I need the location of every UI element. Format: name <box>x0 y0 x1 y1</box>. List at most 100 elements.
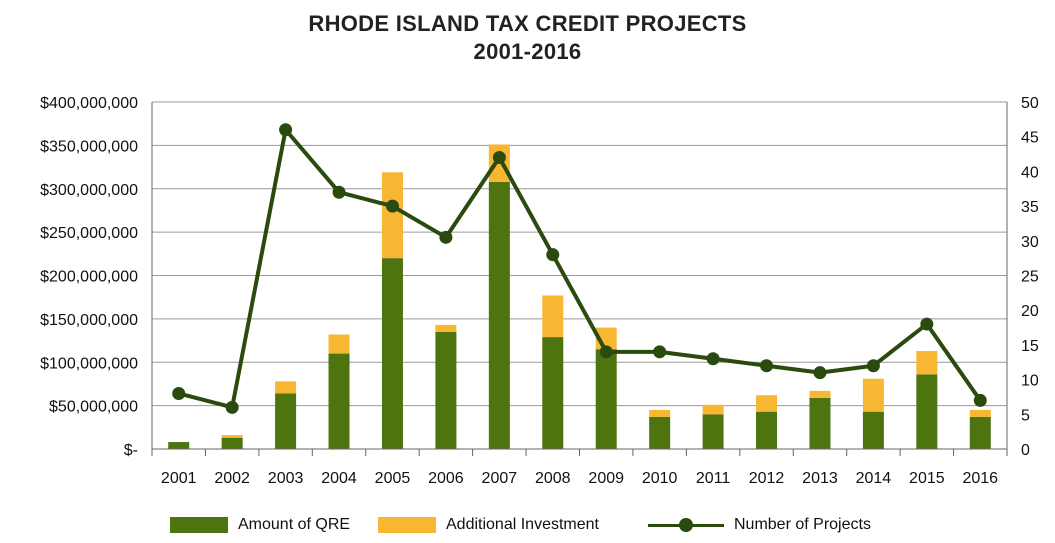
x-tick-label: 2009 <box>588 470 624 487</box>
bar-additional <box>649 409 671 417</box>
y-left-tick-label: $300,000,000 <box>40 182 138 199</box>
y-right-tick-label: 15 <box>1021 338 1039 355</box>
y-left-tick-label: $250,000,000 <box>40 225 138 242</box>
x-tick-label: 2003 <box>268 470 304 487</box>
projects-point <box>653 345 667 359</box>
y-right-tick-label: 50 <box>1021 95 1039 112</box>
projects-point <box>279 123 293 137</box>
bar-qre <box>809 397 831 449</box>
bar-qre <box>649 416 671 449</box>
projects-point <box>492 151 506 165</box>
projects-point <box>706 352 720 366</box>
bar-qre <box>542 337 564 449</box>
y-left-tick-label: $200,000,000 <box>40 269 138 286</box>
bar-additional <box>756 395 778 412</box>
bar-additional <box>328 334 350 354</box>
y-right-tick-label: 5 <box>1021 407 1030 424</box>
x-tick-label: 2008 <box>535 470 571 487</box>
bar-additional <box>916 350 938 375</box>
legend-label-projects: Number of Projects <box>734 516 871 533</box>
bar-qre <box>969 416 991 449</box>
bar-qre <box>435 331 457 449</box>
bars <box>168 144 991 449</box>
projects-point <box>866 359 880 373</box>
x-tick-label: 2014 <box>856 470 892 487</box>
bar-qre <box>488 181 510 449</box>
bar-additional <box>542 295 564 338</box>
chart-plot: $- $50,000,000 $100,000,000 $150,000,000 $20… <box>40 95 1039 487</box>
projects-point <box>920 317 934 331</box>
legend-item-qre: Amount of QRE <box>170 516 350 534</box>
x-tick-label: 2010 <box>642 470 678 487</box>
projects-point <box>225 400 239 414</box>
bar-additional <box>969 409 991 417</box>
bar-qre <box>328 353 350 449</box>
y-right-tick-label: 45 <box>1021 130 1039 147</box>
chart-title-line-1: RHODE ISLAND TAX CREDIT PROJECTS <box>308 11 747 36</box>
bar-qre <box>168 442 190 449</box>
y-right-tick-label: 40 <box>1021 164 1039 181</box>
y-right-tick-label: 0 <box>1021 442 1030 459</box>
y-left-tick-label: $350,000,000 <box>40 138 138 155</box>
x-tick-label: 2016 <box>962 470 998 487</box>
y-right-tick-label: 30 <box>1021 234 1039 251</box>
projects-line <box>172 123 987 414</box>
x-tick-label: 2005 <box>375 470 411 487</box>
bar-qre <box>756 411 778 449</box>
bar-qre <box>862 411 884 449</box>
x-tick-label: 2002 <box>214 470 250 487</box>
bar-qre <box>702 414 724 449</box>
projects-point <box>332 185 346 199</box>
x-tick-label: 2001 <box>161 470 197 487</box>
legend-line-projects <box>648 517 724 533</box>
bar-additional <box>275 381 297 394</box>
y-left-tick-label: $50,000,000 <box>49 399 138 416</box>
projects-point <box>546 248 560 262</box>
bar-additional <box>809 390 831 398</box>
projects-point <box>760 359 774 373</box>
y-right-tick-label: 35 <box>1021 199 1039 216</box>
y-left-tick-label: $100,000,000 <box>40 355 138 372</box>
bar-additional <box>221 435 243 438</box>
legend-swatch-additional <box>378 517 436 533</box>
y-right-tick-label: 25 <box>1021 269 1039 286</box>
bar-additional <box>435 324 457 332</box>
y-left-tick-label: $- <box>124 442 138 459</box>
chart-title: RHODE ISLAND TAX CREDIT PROJECTS 2001-20… <box>0 10 1055 66</box>
x-tick-label: 2012 <box>749 470 785 487</box>
legend-label-qre: Amount of QRE <box>238 516 351 533</box>
y-left-tick-label: $150,000,000 <box>40 312 138 329</box>
projects-point <box>599 345 613 359</box>
bar-qre <box>221 437 243 449</box>
x-tick-label: 2004 <box>321 470 357 487</box>
legend-label-additional: Additional Investment <box>446 516 599 533</box>
y-right-tick-label: 10 <box>1021 373 1039 390</box>
legend-item-additional: Additional Investment <box>378 516 599 534</box>
bar-qre <box>595 349 617 449</box>
x-tick-label: 2006 <box>428 470 464 487</box>
projects-point <box>172 386 186 400</box>
y-right-tick-label: 20 <box>1021 303 1039 320</box>
x-tick-label: 2015 <box>909 470 945 487</box>
bar-additional <box>702 404 724 415</box>
axes: $- $50,000,000 $100,000,000 $150,000,000 $20… <box>40 95 1039 487</box>
y-left-tick-label: $400,000,000 <box>40 95 138 112</box>
x-tick-label: 2013 <box>802 470 838 487</box>
projects-point <box>439 230 453 244</box>
legend-swatch-qre <box>170 517 228 533</box>
legend-item-projects: Number of Projects <box>648 516 871 534</box>
bar-qre <box>275 393 297 449</box>
bar-additional <box>862 378 884 412</box>
x-tick-label: 2011 <box>696 470 731 487</box>
bar-qre <box>916 374 938 449</box>
gridlines <box>152 101 1007 407</box>
projects-point <box>385 199 399 213</box>
projects-point <box>973 393 987 407</box>
legend: Amount of QRE Additional Investment Numb… <box>0 516 1055 540</box>
projects-line-path <box>178 127 982 410</box>
x-tick-label: 2007 <box>482 470 518 487</box>
projects-point <box>813 366 827 380</box>
bar-qre <box>381 258 403 449</box>
chart-title-line-2: 2001-2016 <box>473 39 582 64</box>
bar-additional <box>381 172 403 259</box>
